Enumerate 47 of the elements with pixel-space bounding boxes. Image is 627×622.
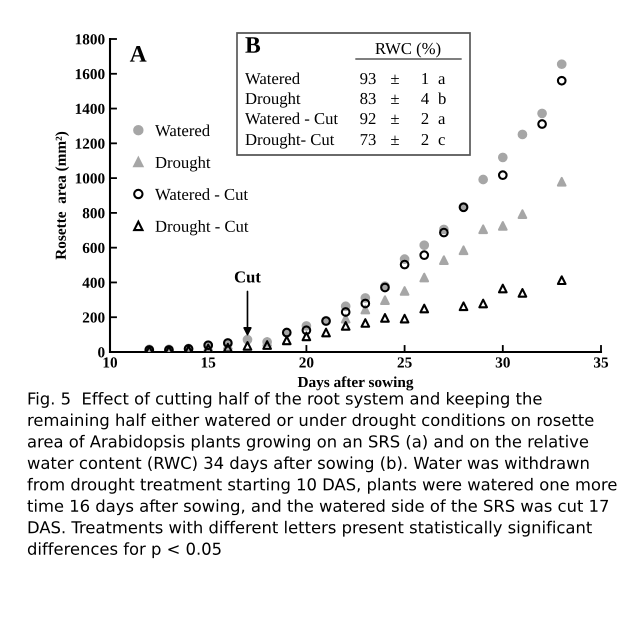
- annotation: 93: [360, 72, 376, 84]
- x-axis-title: Days after sowing: [298, 376, 414, 390]
- chart-title: A: [130, 46, 147, 62]
- legend-label: Drought - Cut: [155, 220, 248, 236]
- y-tick-label: 1800: [76, 34, 105, 44]
- annotation: c: [438, 137, 445, 146]
- annotation: 83: [360, 92, 376, 104]
- annotation: ±: [391, 94, 399, 104]
- y-tick-label: 800: [82, 208, 105, 218]
- annotation: 4: [421, 93, 429, 104]
- annotation: b: [438, 92, 446, 104]
- y-tick-label: 0: [98, 347, 105, 358]
- legend-label: Watered: [155, 124, 210, 136]
- annotation: 73: [360, 134, 376, 146]
- annotation: Drought- Cut: [245, 133, 334, 149]
- y-tick-label: 600: [82, 242, 105, 254]
- annotation: ±: [391, 136, 399, 146]
- annotation: RWC (%): [375, 42, 440, 58]
- y-tick-label: 1400: [76, 104, 105, 114]
- annotation: Drought: [245, 92, 300, 108]
- x-tick-label: 15: [202, 357, 216, 368]
- legend-label: Drought: [155, 156, 210, 172]
- caption: Fig. 5 Effect of cutting half of the root system and keeping the remaining half either watered or under drought conditions on rosette area of Arabidopsis plants growing on an SRS (a) and on the relative water content (RWC) 34 days after sowing (b). Water was withdrawn from drought treatment starting 10 DAS, plants were watered one more time 16 days after sowing, and the watered side of the SRS was cut 17 DAS. Treatments with different letters present statistically significant differences for p < 0.05: [27, 392, 617, 558]
- annotation: B: [245, 37, 260, 53]
- y-tick-label: 400: [82, 278, 105, 288]
- annotation: ±: [391, 114, 399, 124]
- annotation: 2: [422, 112, 428, 124]
- annotation: ±: [391, 74, 399, 84]
- annotation: a: [438, 76, 446, 84]
- x-tick-label: 10: [104, 357, 118, 368]
- y-tick-label: 1200: [76, 138, 105, 149]
- annotation: a: [438, 116, 446, 124]
- x-tick-label: 20: [299, 357, 314, 368]
- annotation: 92: [360, 112, 376, 124]
- annotation: 2: [422, 134, 428, 146]
- annotation: Cut: [234, 271, 261, 283]
- x-tick-label: 30: [496, 357, 510, 368]
- y-tick-label: 1600: [76, 68, 105, 80]
- y-tick-label: 1000: [76, 173, 105, 184]
- legend-label: Watered - Cut: [155, 188, 248, 200]
- y-axis-title: Rosette area (mm²): [55, 132, 70, 260]
- annotation: Watered - Cut: [245, 112, 338, 124]
- annotation: 1: [422, 73, 428, 84]
- y-tick-label: 200: [82, 312, 105, 323]
- x-tick-label: 35: [594, 357, 608, 368]
- annotation: Watered: [245, 72, 300, 84]
- x-tick-label: 25: [398, 357, 412, 368]
